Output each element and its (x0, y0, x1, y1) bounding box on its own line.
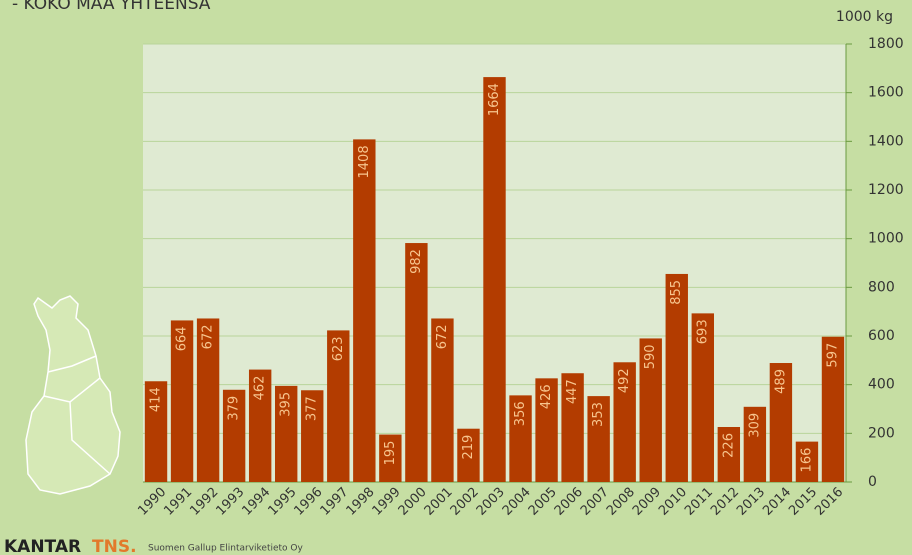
y-tick-label: 200 (868, 425, 895, 441)
value-label: 462 (253, 376, 268, 401)
bar (431, 318, 454, 482)
source: Suomen Gallup Elintarviketieto Oy (148, 544, 303, 554)
x-tick-label: 2006 (552, 485, 586, 519)
bar (457, 428, 480, 482)
bar (535, 378, 558, 482)
bar (743, 406, 767, 482)
bar (639, 338, 662, 482)
brand: KANTAR (4, 537, 81, 555)
x-tick-label: 2005 (526, 485, 560, 519)
value-label: 395 (279, 392, 294, 417)
bar (353, 139, 376, 483)
value-label: 1408 (357, 145, 372, 178)
bar (509, 395, 532, 482)
value-label: 492 (617, 368, 632, 393)
value-label: 226 (721, 433, 736, 458)
y-tick-label: 800 (868, 279, 895, 295)
bar (691, 313, 714, 482)
value-label: 982 (409, 249, 424, 274)
x-tick-label: 2004 (500, 485, 534, 519)
region-borders (43, 355, 111, 475)
y-tick-label: 400 (868, 377, 895, 393)
bar (665, 273, 688, 482)
value-label: 590 (643, 344, 658, 369)
chart-title: - KOKO MAA YHTEENSÄ (12, 0, 211, 14)
bar (379, 434, 402, 482)
bar (613, 362, 636, 482)
x-tick-label: 2014 (760, 485, 794, 519)
bar (327, 330, 350, 482)
x-tick-label: 2011 (682, 485, 716, 519)
bar (769, 363, 793, 482)
x-tick-label: 1999 (370, 485, 404, 519)
y-axis-label: 1000 kg (836, 9, 893, 25)
value-label: 623 (331, 336, 346, 361)
x-tick-label: 1998 (344, 485, 378, 519)
x-tick-label: 2003 (474, 485, 508, 519)
bar (405, 243, 428, 482)
bar (483, 77, 506, 483)
x-tick-label: 2002 (448, 485, 482, 519)
bar (587, 396, 610, 482)
bar (222, 389, 246, 482)
bar (275, 385, 298, 482)
y-tick-label: 1400 (868, 133, 904, 149)
value-label: 489 (773, 369, 788, 394)
value-label: 447 (565, 379, 580, 404)
value-label: 672 (435, 324, 450, 349)
value-label: 664 (175, 326, 190, 351)
value-label: 426 (539, 384, 554, 409)
y-tick-label: 1600 (868, 85, 904, 101)
x-tick-label: 2001 (422, 485, 456, 519)
x-tick-label: 1990 (135, 485, 169, 519)
x-tick-label: 1993 (213, 485, 247, 519)
bar (821, 336, 845, 482)
bar (248, 369, 272, 482)
x-tick-label: 1995 (265, 485, 299, 519)
x-tick-label: 2009 (630, 485, 664, 519)
x-tick-label: 1997 (318, 485, 352, 519)
value-label: 356 (513, 401, 528, 426)
x-tick-label: 2013 (734, 485, 768, 519)
y-tick-label: 1800 (868, 36, 904, 52)
y-tick-label: 1200 (868, 182, 904, 198)
y-tick-label: 600 (868, 328, 895, 344)
value-label: 219 (461, 435, 476, 460)
bar (144, 381, 168, 482)
value-label: 195 (383, 441, 398, 466)
value-label: 377 (305, 396, 320, 421)
value-label: 414 (149, 387, 164, 412)
x-tick-label: 2010 (656, 485, 690, 519)
bar (170, 320, 194, 482)
y-tick-label: 0 (868, 474, 877, 490)
x-tick-label: 1996 (292, 485, 326, 519)
x-tick-label: 2000 (396, 485, 430, 519)
value-label: 353 (591, 402, 606, 427)
value-label: 855 (669, 280, 684, 305)
bar (196, 318, 220, 482)
value-label: 672 (201, 324, 216, 349)
bar (717, 427, 741, 482)
x-tick-label: 2015 (786, 485, 820, 519)
x-tick-label: 1991 (161, 485, 195, 519)
bar (301, 390, 324, 482)
value-label: 693 (695, 319, 710, 344)
x-tick-label: 2016 (812, 485, 846, 519)
y-tick-label: 1000 (868, 231, 904, 247)
value-label: 597 (825, 343, 840, 368)
value-label: 1664 (487, 83, 502, 116)
value-label: 166 (799, 448, 814, 473)
x-tick-label: 2008 (604, 485, 638, 519)
value-label: 309 (747, 413, 762, 438)
x-tick-label: 2007 (578, 485, 612, 519)
value-label: 379 (227, 396, 242, 421)
x-tick-label: 1992 (187, 485, 221, 519)
bar (795, 441, 819, 482)
finland-map (25, 295, 121, 495)
x-tick-label: 2012 (708, 485, 742, 519)
bar (561, 373, 584, 482)
x-tick-label: 1994 (239, 485, 273, 519)
brand-suffix: TNS. (92, 537, 137, 555)
